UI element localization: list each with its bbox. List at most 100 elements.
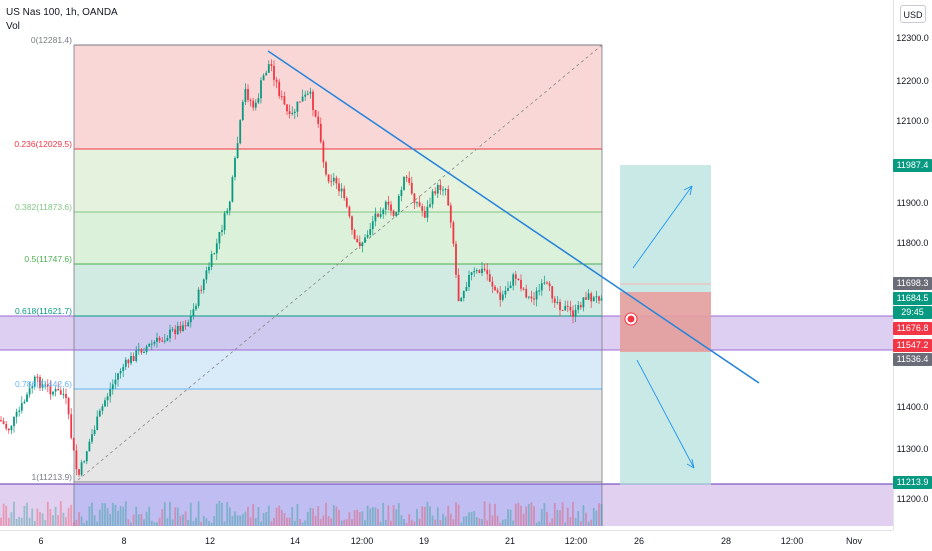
volume-bar: [28, 517, 31, 526]
candle-body: [413, 193, 416, 204]
price-axis[interactable]: 12300.0 12200.0 12100.0 11900.0 11800.0 …: [893, 0, 932, 530]
candle-body: [187, 322, 190, 327]
candle-body: [582, 297, 585, 308]
volume-bar: [509, 509, 512, 526]
candle-body: [457, 274, 460, 302]
time-tick: 26: [633, 536, 645, 546]
candle-body: [335, 177, 338, 184]
volume-bar: [465, 516, 468, 526]
volume-bar: [382, 502, 385, 526]
candle-body: [184, 325, 187, 327]
volume-bar: [369, 508, 372, 526]
candle-body: [39, 377, 41, 388]
volume-bar: [111, 502, 114, 526]
candle-body: [314, 109, 317, 117]
volume-bar: [0, 517, 2, 526]
volume-bar: [577, 510, 580, 526]
volume-zone-fib: [74, 484, 602, 526]
candle-body: [262, 75, 265, 81]
candle-body: [486, 269, 489, 275]
volume-bar: [31, 508, 34, 526]
volume-bar: [52, 515, 54, 526]
volume-bar: [283, 513, 286, 526]
candle-body: [309, 91, 312, 94]
candle-body: [153, 341, 156, 344]
candle-body: [304, 94, 307, 97]
candle-body: [447, 189, 450, 206]
volume-bar: [26, 502, 28, 526]
volume-bar: [522, 513, 525, 526]
volume-bar: [223, 521, 226, 526]
volume-bar: [228, 507, 231, 526]
candle-body: [221, 230, 223, 233]
volume-bar: [447, 505, 450, 526]
candle-body: [135, 350, 138, 361]
candle-body: [418, 202, 421, 207]
support-zone-band[interactable]: [0, 316, 893, 350]
price-tick: 12300.0: [896, 33, 929, 43]
volume-indicator-label[interactable]: Vol: [6, 21, 20, 32]
candle-body: [512, 274, 515, 286]
volume-bar: [507, 509, 509, 526]
candle-body: [150, 343, 153, 345]
volume-bar: [286, 517, 288, 526]
time-tick: 12:00: [350, 536, 374, 546]
symbol-title[interactable]: US Nas 100, 1h, OANDA: [6, 7, 118, 18]
candle-body: [548, 283, 551, 287]
time-tick: 12: [204, 536, 216, 546]
candle-body: [31, 386, 34, 389]
candle-body: [174, 329, 177, 335]
volume-bar: [436, 507, 439, 526]
candle-body: [507, 288, 509, 291]
fib-zone-05-0618: [74, 264, 602, 316]
candle-body: [374, 213, 377, 222]
candle-body: [23, 401, 26, 404]
price-tag: 11987.4: [893, 159, 932, 172]
price-tag: 11536.4: [893, 353, 932, 366]
volume-bar: [410, 519, 413, 526]
volume-bar: [257, 506, 260, 526]
candle-body: [426, 206, 429, 218]
candle-body: [252, 100, 255, 108]
volume-bar: [400, 515, 403, 526]
candle-body: [564, 305, 567, 311]
candle-body: [392, 210, 395, 216]
chart-canvas[interactable]: [0, 0, 893, 530]
candle-body: [330, 181, 333, 183]
candle-body: [96, 416, 99, 430]
volume-bar: [309, 507, 312, 526]
candle-body: [28, 388, 31, 395]
candle-body: [322, 141, 325, 163]
price-tick: 11200.0: [896, 494, 929, 504]
candle-body: [109, 389, 112, 397]
candle-body: [364, 237, 366, 243]
candle-body: [54, 389, 57, 392]
volume-bar: [449, 513, 452, 526]
candle-body: [429, 204, 431, 207]
volume-bar: [106, 508, 109, 526]
candle-body: [20, 403, 23, 411]
candle-body: [527, 296, 530, 298]
volume-bar: [462, 516, 465, 526]
volume-bar: [338, 509, 340, 526]
candle-body: [210, 254, 213, 267]
price-tag: 11676.8: [893, 322, 932, 335]
volume-bar: [171, 519, 174, 526]
candle-body: [499, 292, 502, 300]
alert-marker-icon[interactable]: [624, 312, 638, 326]
currency-button[interactable]: USD: [900, 5, 926, 23]
candle-body: [421, 206, 424, 211]
candle-body: [327, 174, 330, 182]
candle-body: [577, 305, 580, 310]
candle-body: [228, 201, 231, 211]
candle-body: [299, 101, 301, 103]
candle-body: [145, 346, 148, 352]
candle-body: [59, 390, 62, 395]
candle-body: [218, 232, 221, 244]
time-axis[interactable]: 6 8 12 14 12:00 19 21 12:00 26 28 12:00 …: [0, 530, 893, 551]
volume-bar: [553, 503, 556, 526]
candle-body: [117, 373, 119, 380]
volume-bar: [387, 505, 390, 526]
volume-bar: [444, 516, 447, 526]
downtrend-line[interactable]: [267, 50, 760, 384]
